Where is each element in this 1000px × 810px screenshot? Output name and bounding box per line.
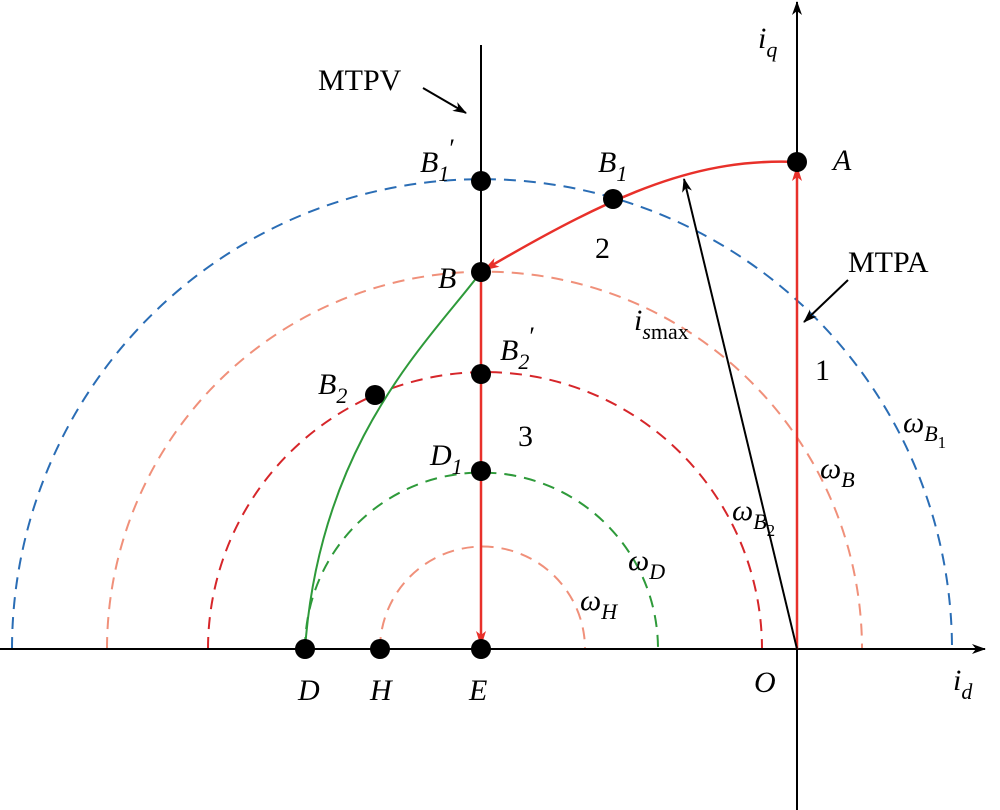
label-main: H xyxy=(369,674,394,707)
label-sub: 1 xyxy=(438,161,449,186)
circle-wb1 xyxy=(11,178,953,650)
label-sub: 2 xyxy=(336,383,347,408)
label: B1 xyxy=(598,146,627,186)
label-main: B xyxy=(500,334,518,367)
label-main: i xyxy=(953,664,961,697)
circle-wb xyxy=(106,270,863,650)
label-main: i xyxy=(634,304,642,337)
label: ωB xyxy=(820,452,855,492)
label-sub: 1 xyxy=(616,161,627,186)
label: ωB2 xyxy=(732,494,775,540)
label-main: B xyxy=(598,146,616,179)
label-main: i xyxy=(758,22,766,55)
label-main: ω xyxy=(628,544,649,577)
mtpa-pointer xyxy=(803,279,849,323)
label-main: O xyxy=(754,666,776,699)
label: B2′ xyxy=(500,322,535,374)
circle-wh xyxy=(379,545,586,650)
mtpa-label: MTPA xyxy=(848,246,929,279)
mtpv-pointer xyxy=(422,87,467,114)
label-main: B xyxy=(420,146,438,179)
label: ωD xyxy=(628,544,665,584)
label-sub: q xyxy=(766,37,777,62)
mtpv-label: MTPV xyxy=(318,64,402,97)
label: D1 xyxy=(429,439,463,479)
label: D xyxy=(297,674,320,707)
label-main: ω xyxy=(820,452,841,485)
label: ωH xyxy=(580,584,618,624)
label-sub: B xyxy=(924,421,937,446)
point-e xyxy=(471,639,491,659)
point-b2 xyxy=(365,385,385,405)
circle-wb2 xyxy=(207,371,763,650)
label: B xyxy=(438,262,456,295)
green-curve xyxy=(304,271,482,650)
label: A xyxy=(831,144,852,177)
label-sub: D xyxy=(648,559,665,584)
circle-wd xyxy=(304,471,659,650)
label-sub: 2 xyxy=(518,349,529,374)
label-main: ω xyxy=(580,584,601,617)
label: ωB1 xyxy=(903,406,946,452)
speed-circles xyxy=(11,178,953,650)
label: B1′ xyxy=(420,134,455,186)
label-main: A xyxy=(831,144,852,177)
point-b2p xyxy=(471,364,491,384)
label-sub: s xyxy=(642,319,651,344)
label-sub: B xyxy=(841,467,854,492)
label-sub: d xyxy=(961,679,973,704)
label-sub: max xyxy=(651,319,689,344)
point-a xyxy=(787,152,807,172)
label-sub: B xyxy=(753,509,766,534)
label-main: ω xyxy=(903,406,924,439)
label-main: ω xyxy=(732,494,753,527)
label: H xyxy=(369,674,394,707)
label-main: E xyxy=(468,674,487,707)
region-label: 1 xyxy=(815,354,830,387)
label: O xyxy=(754,666,776,699)
label-prime: ′ xyxy=(529,322,535,351)
label-main: B xyxy=(438,262,456,295)
label-sub: 1 xyxy=(452,454,463,479)
label-prime: ′ xyxy=(449,134,455,163)
point-b1 xyxy=(603,189,623,209)
point-b1p xyxy=(471,171,491,191)
label-main: B xyxy=(318,368,336,401)
point-d xyxy=(295,639,315,659)
label-sub2: 1 xyxy=(938,433,947,452)
label-main: D xyxy=(297,674,320,707)
label: B2 xyxy=(318,368,347,408)
region-label: 3 xyxy=(518,420,533,453)
point-d1 xyxy=(471,461,491,481)
point-h xyxy=(370,639,390,659)
label-sub2: 2 xyxy=(767,521,776,540)
ismax-arrow xyxy=(682,178,798,650)
label: E xyxy=(468,674,487,707)
label-main: D xyxy=(429,439,452,472)
segment-2 xyxy=(483,160,798,272)
label: ismax xyxy=(634,304,689,344)
point-b xyxy=(471,262,491,282)
region-label: 2 xyxy=(595,232,610,265)
points xyxy=(295,152,807,659)
label: id xyxy=(953,664,973,704)
label-sub: H xyxy=(600,599,618,624)
label: iq xyxy=(758,22,777,62)
